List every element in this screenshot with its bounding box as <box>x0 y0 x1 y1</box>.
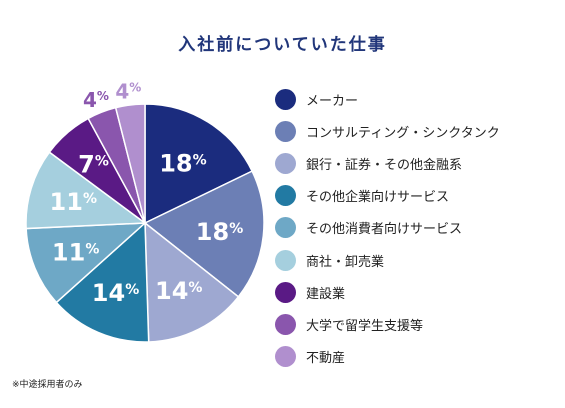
legend-label: その他企業向けサービス <box>306 190 450 206</box>
legend-item: メーカー <box>275 83 500 115</box>
legend-item: その他企業向けサービス <box>275 180 500 212</box>
slice-data-label: 18% <box>159 150 206 178</box>
pie-slice <box>25 222 148 304</box>
chart-legend: メーカーコンサルティング・シンクタンク 銀行・証券・その他金融系 その他企業向けサー… <box>275 83 500 373</box>
slice-data-label: 11% <box>52 238 99 266</box>
legend-item: その他消費者向けサービス <box>275 212 500 244</box>
legend-swatch <box>275 88 296 110</box>
legend-item: 建設業 <box>275 276 500 308</box>
pie-slice <box>144 103 254 225</box>
legend-label: 大学で留学生支援等 <box>306 318 424 334</box>
legend-swatch <box>275 346 296 368</box>
legend-label: コンサルティング・シンクタンク <box>306 125 500 141</box>
legend-swatch <box>275 249 296 271</box>
pie-chart: 18% 18% 14% 14% 11% 11% 7% 4% 4% <box>25 80 265 343</box>
legend-label: メーカー <box>306 93 359 109</box>
pie-slice <box>143 170 265 298</box>
pie-slice <box>25 151 148 230</box>
legend-swatch <box>275 185 296 207</box>
slice-data-label: 7% <box>78 151 109 179</box>
pie-slice <box>55 221 150 343</box>
legend-label: 商社・卸売業 <box>306 254 385 270</box>
legend-item: 大学で留学生支援等 <box>275 308 500 340</box>
slice-data-label: 11% <box>50 188 97 216</box>
legend-label: その他消費者向けサービス <box>306 222 463 238</box>
legend-item: 不動産 <box>275 341 500 373</box>
slice-data-label: 4% <box>115 80 141 104</box>
legend-label: 不動産 <box>306 351 346 367</box>
pie-slice <box>114 103 146 224</box>
slice-data-label: 18% <box>196 218 243 246</box>
legend-swatch <box>275 217 296 239</box>
legend-label: 建設業 <box>306 286 346 302</box>
chart-title: 入社前についていた仕事 <box>178 35 387 55</box>
legend-swatch <box>275 313 296 335</box>
legend-swatch <box>275 281 296 303</box>
legend-item: 商社・卸売業 <box>275 244 500 276</box>
pie-slice <box>144 221 240 343</box>
legend-label: 銀行・証券・その他金融系 <box>306 157 463 173</box>
legend-item: 銀行・証券・その他金融系 <box>275 147 500 179</box>
legend-swatch <box>275 152 296 174</box>
legend-swatch <box>275 120 296 142</box>
slice-data-label: 4% <box>83 88 109 112</box>
slice-data-label: 14% <box>155 277 202 305</box>
chart-footnote: ※中途採用者のみ <box>12 380 83 390</box>
slice-data-label: 14% <box>92 279 139 307</box>
legend-item: コンサルティング・シンクタンク <box>275 115 500 147</box>
